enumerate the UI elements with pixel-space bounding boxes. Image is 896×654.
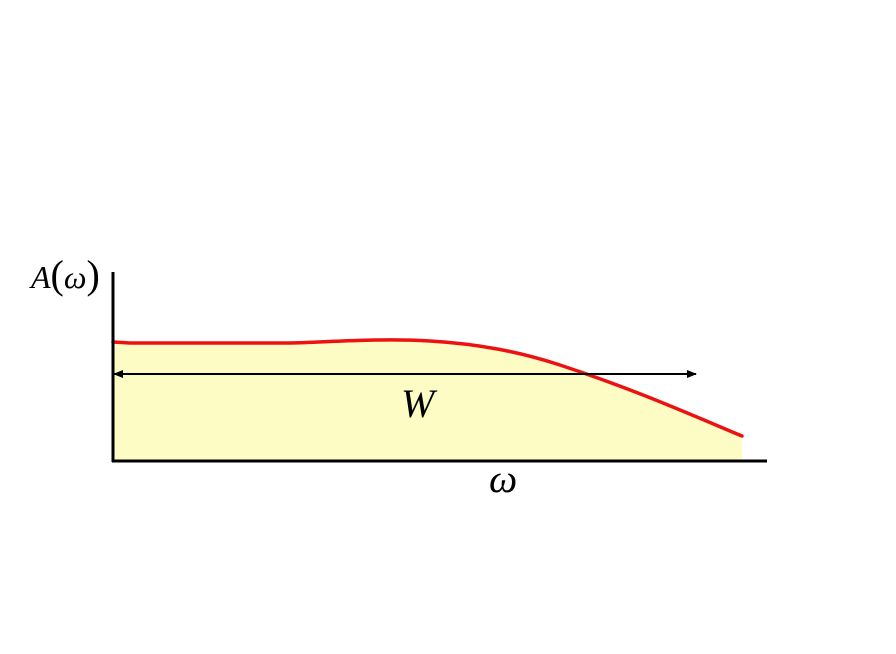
x-axis-label: ω — [489, 456, 517, 501]
y-axis-label-open-paren: ( — [51, 252, 64, 297]
amplitude-curve — [111, 338, 744, 438]
y-axis-label-function: A — [29, 259, 51, 295]
y-axis-label-argument: ω — [64, 259, 87, 295]
y-axis-label: A(ω) — [29, 252, 100, 297]
bandwidth-label: W — [401, 381, 438, 426]
y-axis-label-close-paren: ) — [86, 252, 99, 297]
